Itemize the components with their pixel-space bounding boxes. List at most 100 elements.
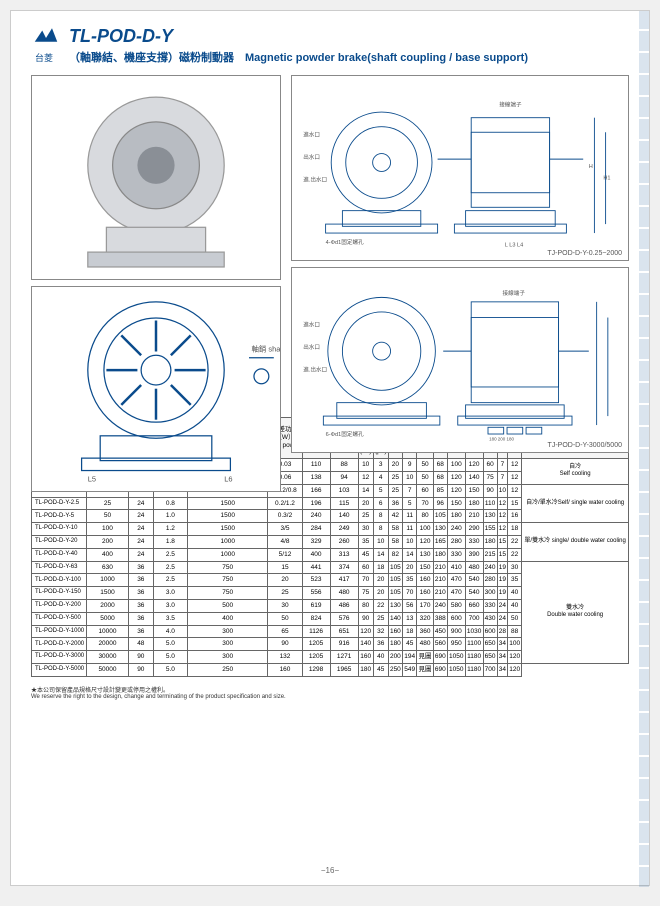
table-cell: 10	[403, 535, 417, 548]
table-cell: 10	[403, 471, 417, 484]
table-cell: 5.0	[153, 638, 187, 651]
table-cell: 12	[497, 523, 507, 536]
table-cell: 916	[330, 638, 358, 651]
table-cell: 750	[187, 587, 268, 600]
table-cell: 1180	[465, 651, 483, 664]
table-cell: 290	[465, 523, 483, 536]
table-cell: 660	[465, 599, 483, 612]
table-cell: 15	[268, 561, 302, 574]
table-cell: TL-POD-D-Y-2000	[32, 638, 87, 651]
table-cell: 250	[187, 663, 268, 676]
table-cell: 11	[403, 523, 417, 536]
brand-text: 台菱	[35, 51, 53, 64]
table-cell: TL-POD-D-Y-100	[32, 574, 87, 587]
table-cell: TL-POD-D-Y-500	[32, 612, 87, 625]
table-cell: 50	[508, 612, 522, 625]
table-cell: 690	[433, 651, 447, 664]
table-cell: 580	[447, 599, 465, 612]
table-cell: 480	[417, 638, 433, 651]
table-cell: 8	[373, 510, 388, 523]
table-cell: 240	[483, 561, 497, 574]
table-cell: 22	[508, 535, 522, 548]
diagram-2-label: TJ-POD-D-Y-3000/5000	[548, 442, 622, 449]
table-cell: 900	[447, 625, 465, 638]
table-cell: 6	[373, 497, 388, 510]
table-cell: 90	[483, 484, 497, 497]
table-cell: 45	[358, 548, 373, 561]
table-cell: 523	[302, 574, 330, 587]
table-cell: 750	[187, 574, 268, 587]
table-cell: 3	[373, 459, 388, 472]
table-cell: 25	[268, 587, 302, 600]
table-cell: 58	[388, 535, 402, 548]
table-cell: 1298	[302, 663, 330, 676]
table-cell: 284	[302, 523, 330, 536]
table-cell: 19	[497, 574, 507, 587]
table-cell: 105	[388, 587, 402, 600]
table-cell: 0.3/2	[268, 510, 302, 523]
table-cell: 12	[497, 510, 507, 523]
table-cell: 540	[465, 587, 483, 600]
table-cell: 11	[403, 510, 417, 523]
table-cell: 2.5	[153, 561, 187, 574]
table-cell: 45	[403, 638, 417, 651]
table-cell: TL-POD-D-Y-1000	[32, 625, 87, 638]
table-cell: 115	[330, 497, 358, 510]
table-cell: 1050	[447, 651, 465, 664]
table-cell: 15	[497, 535, 507, 548]
table-cell: 165	[433, 535, 447, 548]
table-cell: 194	[403, 651, 417, 664]
table-cell: 140	[358, 638, 373, 651]
table-row: TL-POD-D-Y-10100241.215003/5284249308581…	[32, 523, 629, 536]
brand-logo-icon	[31, 26, 61, 50]
table-cell: 249	[330, 523, 358, 536]
cooling-cell: 自冷Self cooling	[522, 459, 629, 485]
table-cell: 12	[508, 484, 522, 497]
table-cell: 180	[358, 663, 373, 676]
table-cell: 100	[417, 523, 433, 536]
table-cell: 374	[330, 561, 358, 574]
table-cell: 10	[373, 535, 388, 548]
table-cell: 1.0	[153, 510, 187, 523]
table-cell: 300	[187, 638, 268, 651]
svg-text:H: H	[589, 164, 593, 170]
table-cell: 120	[447, 471, 465, 484]
product-subtitle: （軸聯結、機座支撐）磁粉制動器 Magnetic powder brake(sh…	[69, 49, 629, 65]
table-cell: 120	[508, 651, 522, 664]
table-cell: 160	[417, 574, 433, 587]
table-cell: 1271	[330, 651, 358, 664]
table-cell: 30	[268, 599, 302, 612]
table-cell: 0.8	[153, 497, 187, 510]
table-cell: 96	[433, 497, 447, 510]
table-cell: 36	[128, 587, 153, 600]
table-cell: 1000	[187, 535, 268, 548]
svg-text:進水口: 進水口	[303, 131, 320, 139]
table-cell: 36	[128, 599, 153, 612]
table-cell: 120	[465, 459, 483, 472]
table-cell: 651	[330, 625, 358, 638]
table-cell: 40	[508, 599, 522, 612]
table-cell: 15	[508, 497, 522, 510]
table-cell: 1126	[302, 625, 330, 638]
table-cell: 215	[483, 548, 497, 561]
table-cell: 105	[388, 574, 402, 587]
table-cell: 2.5	[153, 548, 187, 561]
table-cell: TL-POD-D-Y-20	[32, 535, 87, 548]
table-cell: 3.0	[153, 599, 187, 612]
table-cell: 25	[87, 497, 128, 510]
cooling-cell: 自冷/單水冷Self/ single water cooling	[522, 484, 629, 522]
table-cell: 824	[302, 612, 330, 625]
table-cell: 1205	[302, 651, 330, 664]
table-cell: 170	[417, 599, 433, 612]
table-cell: 10	[497, 484, 507, 497]
table-cell: 105	[388, 561, 402, 574]
table-cell: 600	[483, 625, 497, 638]
table-cell: 180	[388, 638, 402, 651]
table-cell: 120	[358, 625, 373, 638]
table-cell: 4	[373, 471, 388, 484]
table-cell: TL-POD-D-Y-3000	[32, 651, 87, 664]
table-cell: 600	[447, 612, 465, 625]
table-cell: 180	[447, 510, 465, 523]
table-cell: 14	[373, 548, 388, 561]
table-cell: 313	[330, 548, 358, 561]
